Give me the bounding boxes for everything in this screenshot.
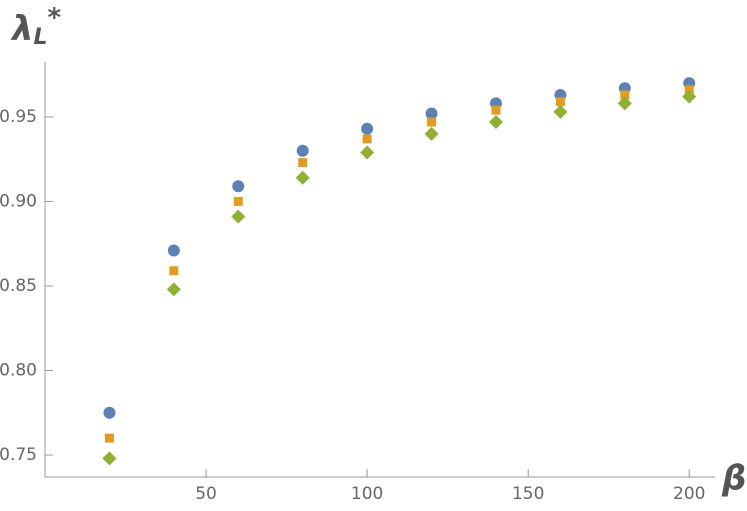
- point: [104, 433, 114, 443]
- point: [167, 244, 180, 257]
- point: [296, 144, 309, 157]
- point: [231, 209, 246, 224]
- point: [360, 145, 375, 160]
- point: [555, 97, 565, 107]
- x-tick-label: 50: [195, 484, 217, 504]
- point: [427, 117, 437, 127]
- point: [102, 451, 117, 466]
- y-tick-label: 0.90: [0, 191, 37, 211]
- point: [298, 158, 308, 168]
- x-tick-label: 200: [673, 484, 705, 504]
- point: [488, 115, 503, 130]
- x-tick-label: 100: [351, 484, 383, 504]
- point: [103, 406, 116, 419]
- point: [295, 170, 310, 185]
- point: [166, 282, 181, 297]
- point: [233, 196, 243, 206]
- point: [617, 96, 632, 111]
- point: [553, 104, 568, 119]
- point: [620, 90, 630, 100]
- point: [491, 105, 501, 115]
- y-tick-label: 0.95: [0, 107, 37, 127]
- point: [424, 126, 439, 141]
- y-tick-label: 0.85: [0, 276, 37, 296]
- y-tick-label: 0.75: [0, 445, 37, 465]
- point: [425, 107, 438, 120]
- x-tick-label: 150: [512, 484, 544, 504]
- point: [232, 180, 245, 193]
- x-axis-label: β: [721, 459, 746, 499]
- point: [682, 89, 697, 104]
- y-axis-label: λL*: [10, 3, 62, 51]
- point: [361, 122, 374, 135]
- point: [169, 266, 179, 276]
- point: [362, 134, 372, 144]
- y-tick-label: 0.80: [0, 361, 37, 381]
